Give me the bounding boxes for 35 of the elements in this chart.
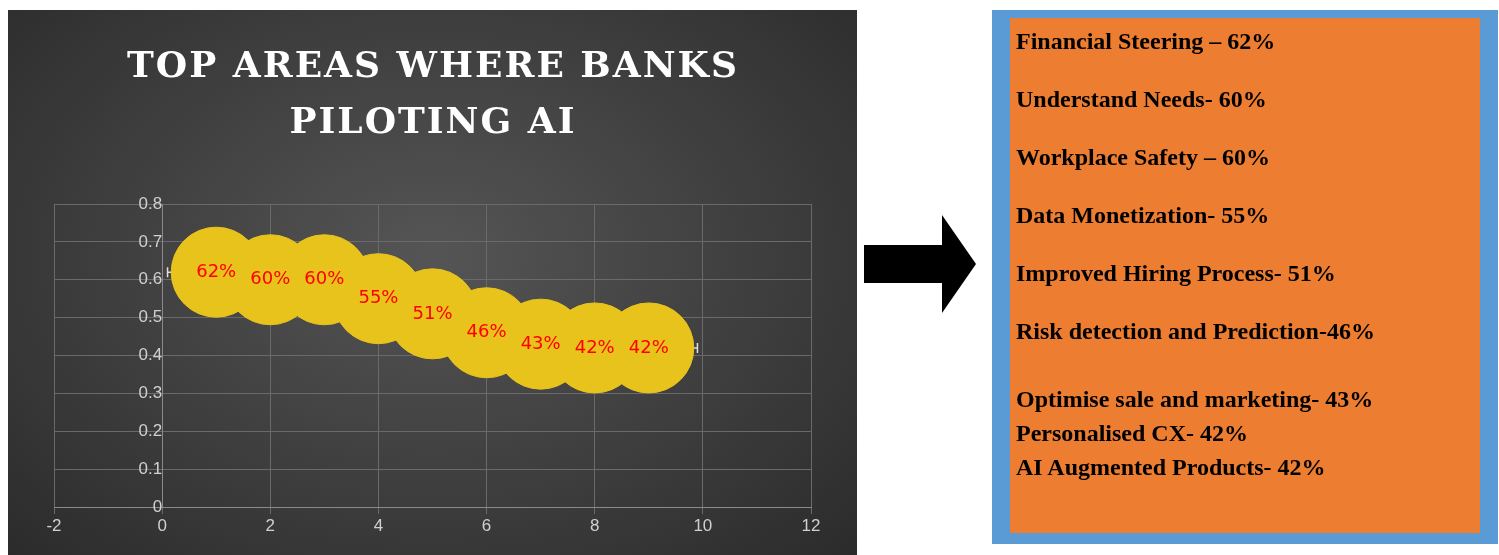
x-tick-label: 10: [693, 515, 713, 535]
data-label: 42%: [574, 335, 615, 357]
data-label: 51%: [412, 301, 453, 323]
data-label: 62%: [196, 259, 237, 281]
x-tick-label: 4: [373, 515, 384, 535]
y-tick-label: 0.4: [138, 345, 163, 365]
text: AI Augmented Products- 42%: [1016, 454, 1326, 481]
x-tick-label: 2: [265, 515, 276, 535]
data-label: 55%: [358, 286, 399, 308]
text: Workplace Safety – 60%: [1016, 144, 1270, 171]
text: Risk detection and Prediction-46%: [1016, 318, 1375, 345]
y-tick-label: 0.5: [138, 307, 163, 327]
chart-title: TOP AREAS WHERE BANKS PILOTING AI: [126, 42, 740, 143]
text: Optimise sale and marketing- 43%: [1016, 386, 1374, 413]
x-tick-label: 6: [481, 515, 492, 535]
x-tick-label: -2: [46, 515, 62, 535]
data-label: 60%: [250, 267, 291, 289]
y-tick-label: 0: [152, 496, 163, 516]
data-label: 43%: [520, 331, 561, 353]
x-tick-label: 12: [801, 515, 821, 535]
text: Improved Hiring Process- 51%: [1016, 260, 1336, 287]
text: Financial Steering – 62%: [1016, 28, 1276, 55]
data-label: 46%: [466, 320, 507, 342]
data-label: 60%: [304, 267, 345, 289]
text: Understand Needs- 60%: [1016, 86, 1267, 113]
y-tick-label: 0.7: [138, 231, 163, 251]
y-tick-label: 0.3: [138, 383, 163, 403]
y-tick-label: 0.2: [138, 420, 163, 440]
text: Personalised CX- 42%: [1016, 420, 1248, 447]
data-label: 42%: [628, 335, 669, 357]
y-tick-label: 0.1: [138, 458, 163, 478]
text: Data Monetization- 55%: [1016, 202, 1270, 229]
y-tick-label: 0.6: [138, 269, 163, 289]
x-tick-label: 8: [589, 515, 600, 535]
y-tick-label: 0.8: [138, 193, 163, 213]
